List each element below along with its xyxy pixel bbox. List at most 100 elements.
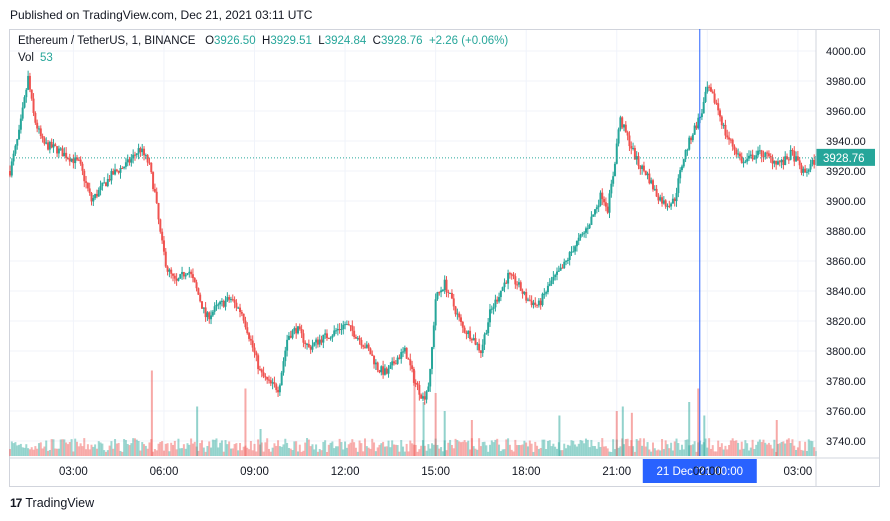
volume-bar [726, 449, 729, 456]
volume-bar [409, 440, 412, 456]
candle-body [575, 240, 578, 247]
candle-body [541, 293, 544, 306]
volume-bar [217, 447, 220, 456]
candle-body [144, 155, 147, 157]
volume-bar [211, 439, 214, 456]
volume-bar [364, 438, 367, 456]
candle-body [510, 274, 513, 276]
candle-body [666, 205, 669, 207]
volume-bar [711, 445, 714, 456]
volume-bar [385, 446, 388, 456]
volume-bar [224, 440, 227, 456]
volume-bar [628, 446, 631, 456]
volume-bar [300, 451, 303, 456]
candle-body [405, 347, 408, 359]
volume-bar [119, 450, 122, 456]
chart-frame[interactable] [9, 29, 880, 487]
volume-bar [653, 448, 656, 456]
volume-bar [95, 448, 98, 456]
volume-bar [135, 439, 138, 456]
candle-body [133, 154, 136, 156]
volume-bar [405, 443, 408, 456]
volume-bar [413, 370, 416, 456]
volume-bar [146, 448, 149, 456]
candle-body [184, 274, 187, 277]
x-axis: 03:00 06:00 09:00 12:00 15:00 18:00 21:00 00:00… [10, 457, 879, 478]
candle-body [525, 292, 528, 301]
volume-bar [324, 440, 327, 456]
last-price-tag [816, 148, 875, 166]
candle-body [320, 339, 323, 343]
candle-body [177, 278, 180, 281]
volume-bar [43, 446, 46, 456]
volume-bar [686, 439, 689, 456]
candle-body [411, 365, 414, 369]
volume-bar [485, 445, 488, 456]
candle-body [325, 333, 328, 339]
candle-body [613, 163, 616, 177]
candle-body [220, 300, 223, 302]
volume-bar [706, 447, 709, 456]
candle-body [340, 329, 343, 331]
candle-body [566, 259, 569, 261]
volume-bar [259, 429, 262, 456]
volume-bar [398, 451, 401, 456]
volume-bar [809, 440, 812, 456]
volume-bar [41, 448, 44, 456]
volume-bar [695, 451, 698, 456]
candle-body [213, 306, 216, 312]
volume-bar [601, 438, 604, 456]
candle-body [398, 357, 401, 359]
volume-bar [215, 438, 218, 456]
volume-bar [94, 444, 97, 456]
candle-body [85, 181, 88, 183]
volume-bar [403, 451, 406, 456]
volume-bar [79, 443, 82, 456]
candle-body [166, 266, 169, 272]
candle-body [731, 139, 734, 147]
volume-bar [197, 450, 200, 456]
candle-body [682, 159, 685, 167]
volume-bar [679, 449, 682, 456]
volume-bar [483, 441, 486, 456]
volume-bar [333, 448, 336, 456]
candle-body [641, 165, 644, 169]
volume-bar [579, 439, 582, 456]
volume-bar [391, 440, 394, 456]
candle-body [179, 274, 182, 279]
candle-body [463, 327, 466, 333]
volume-bar [114, 439, 117, 456]
volume-bar [204, 451, 207, 456]
candle-body [300, 329, 303, 334]
volume-bar [476, 449, 479, 456]
candle-body [798, 160, 801, 166]
candle-body [190, 271, 193, 275]
candle-body [210, 315, 213, 320]
candle-body [412, 368, 415, 383]
volume-bar [613, 449, 616, 456]
candle-body [77, 159, 80, 161]
candle-body [255, 352, 258, 356]
candles [9, 70, 817, 405]
volume-bar [262, 451, 265, 456]
y-tick-label: 3840.00 [826, 286, 866, 298]
volume-bar [115, 443, 118, 456]
footer-brand[interactable]: 17 TradingView [10, 496, 94, 510]
volume-bar [124, 440, 127, 456]
candle-body [546, 285, 549, 293]
candle-body [409, 359, 412, 366]
volume-bar [30, 447, 33, 456]
volume-bar [222, 451, 225, 456]
candle-body [16, 139, 19, 146]
volume-bar [507, 438, 510, 456]
x-tick-label: 00:00 [693, 466, 722, 478]
volume-bar [592, 445, 595, 456]
volume-bar [322, 441, 325, 456]
volume-bar [691, 444, 694, 456]
volume-bars [9, 370, 817, 456]
candle-body [269, 380, 272, 384]
volume-bar [331, 441, 334, 456]
candle-body [784, 156, 787, 166]
volume-bar [99, 442, 102, 456]
